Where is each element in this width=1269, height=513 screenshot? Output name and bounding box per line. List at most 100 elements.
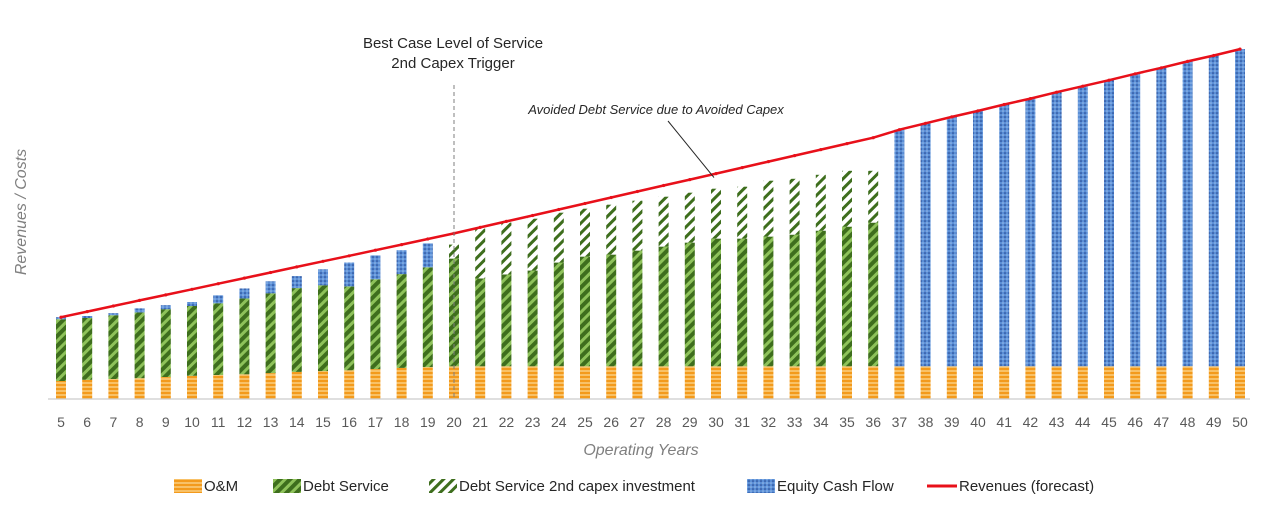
bar-om-19: [422, 367, 433, 399]
revenue-point-46: [1133, 72, 1137, 76]
revenue-point-50: [1238, 47, 1242, 51]
bar-om-13: [265, 373, 276, 399]
bar-debt-service-2nd-24: [553, 212, 564, 263]
x-tick-label: 38: [918, 414, 934, 430]
bar-equity-38: [920, 123, 931, 367]
x-tick-label: 40: [970, 414, 986, 430]
bar-equity-42: [1025, 98, 1036, 367]
revenue-point-15: [321, 259, 325, 263]
revenue-point-38: [924, 121, 928, 125]
bar-om-43: [1051, 366, 1062, 399]
bar-om-50: [1235, 366, 1245, 399]
bar-om-32: [763, 366, 774, 399]
x-tick-labels: 5 6 7 8 9 10 11 12 13 14 15 16 17 18 19 20 21 22 23 24 25 26 2…: [57, 414, 1248, 430]
x-tick-label: 36: [865, 414, 881, 430]
x-tick-label: 43: [1049, 414, 1065, 430]
x-tick-label: 21: [472, 414, 488, 430]
bar-om-49: [1208, 366, 1219, 399]
bar-equity-37: [894, 129, 905, 367]
bar-equity-16: [344, 262, 355, 287]
bar-debt-service-22: [501, 274, 512, 367]
revenue-point-44: [1081, 84, 1085, 88]
bar-debt-service-2nd-30: [711, 188, 721, 239]
bar-equity-13: [265, 281, 276, 294]
revenue-point-33: [793, 154, 797, 158]
revenue-point-34: [819, 148, 823, 152]
bar-debt-service-33: [789, 234, 800, 367]
revenue-line-group: [59, 47, 1242, 319]
bar-equity-47: [1156, 67, 1167, 367]
revenue-point-9: [164, 293, 168, 297]
bar-equity-44: [1077, 86, 1088, 367]
revenue-point-25: [583, 201, 587, 206]
x-tick-label: 32: [761, 414, 777, 430]
bar-debt-service-2nd-34: [815, 174, 826, 231]
revenue-point-26: [609, 195, 613, 200]
revenue-point-18: [400, 243, 404, 247]
bar-debt-service-12: [239, 298, 250, 375]
revenue-point-7: [111, 304, 115, 308]
legend-item-equity: Equity Cash Flow: [747, 478, 894, 495]
revenue-point-27: [635, 189, 640, 194]
bar-debt-service-16: [344, 286, 355, 371]
x-tick-label: 6: [83, 414, 91, 430]
bar-om-22: [501, 366, 512, 399]
bar-om-21: [475, 366, 486, 399]
bar-debt-service-15: [318, 285, 328, 372]
bar-debt-service-28: [658, 246, 669, 367]
revenue-point-32: [766, 160, 771, 164]
revenue-point-28: [662, 183, 666, 188]
bar-equity-39: [946, 116, 957, 367]
revenue-point-43: [1055, 90, 1059, 94]
bar-om-38: [920, 366, 931, 399]
bar-debt-service-2nd-28: [658, 196, 669, 247]
x-tick-label: 24: [551, 414, 567, 430]
bar-om-26: [606, 366, 617, 399]
bar-om-9: [160, 377, 171, 399]
legend-swatch-equity: [747, 479, 775, 493]
y-axis-title: Revenues / Costs: [13, 149, 30, 275]
x-tick-label: 20: [446, 414, 462, 430]
revenue-point-14: [295, 265, 299, 269]
bar-om-41: [999, 366, 1010, 399]
bar-debt-service-2nd-25: [580, 208, 590, 257]
x-axis-title: Operating Years: [583, 442, 698, 459]
revenue-point-48: [1186, 59, 1190, 64]
x-tick-label: 27: [630, 414, 646, 430]
bar-om-7: [108, 379, 119, 399]
x-tick-label: 44: [1075, 414, 1091, 430]
bar-debt-service-32: [763, 236, 774, 367]
revenue-point-5: [59, 315, 63, 319]
x-tick-label: 9: [162, 414, 170, 430]
x-tick-label: 22: [499, 414, 515, 430]
revenue-point-42: [1028, 97, 1032, 101]
revenue-point-35: [845, 142, 849, 146]
x-tick-label: 28: [656, 414, 672, 430]
bar-debt-service-2nd-33: [789, 178, 800, 235]
bar-equity-41: [999, 104, 1010, 367]
bar-om-17: [370, 369, 381, 399]
bar-debt-service-35: [842, 226, 852, 367]
bar-om-16: [344, 370, 355, 399]
bar-debt-service-13: [265, 293, 276, 374]
bar-debt-service-18: [396, 274, 407, 368]
legend-label-revenues: Revenues (forecast): [959, 478, 1094, 495]
bar-equity-8: [134, 308, 145, 313]
revenue-point-19: [426, 237, 430, 241]
x-tick-label: 8: [136, 414, 144, 430]
revenue-point-29: [688, 178, 692, 182]
revenue-point-23: [531, 213, 535, 218]
bar-om-28: [658, 366, 669, 399]
bar-equity-9: [160, 305, 171, 310]
legend-item-debt-service-2nd: Debt Service 2nd capex investment: [429, 478, 696, 495]
bar-debt-service-31: [737, 238, 748, 367]
bar-om-42: [1025, 366, 1036, 399]
bar-debt-service-2nd-20: [449, 244, 459, 259]
bar-om-25: [580, 366, 590, 399]
bar-om-30: [711, 366, 721, 399]
x-tick-label: 18: [394, 414, 410, 430]
bar-debt-service-2nd-26: [606, 204, 617, 255]
x-tick-label: 16: [341, 414, 357, 430]
x-tick-label: 7: [110, 414, 118, 430]
